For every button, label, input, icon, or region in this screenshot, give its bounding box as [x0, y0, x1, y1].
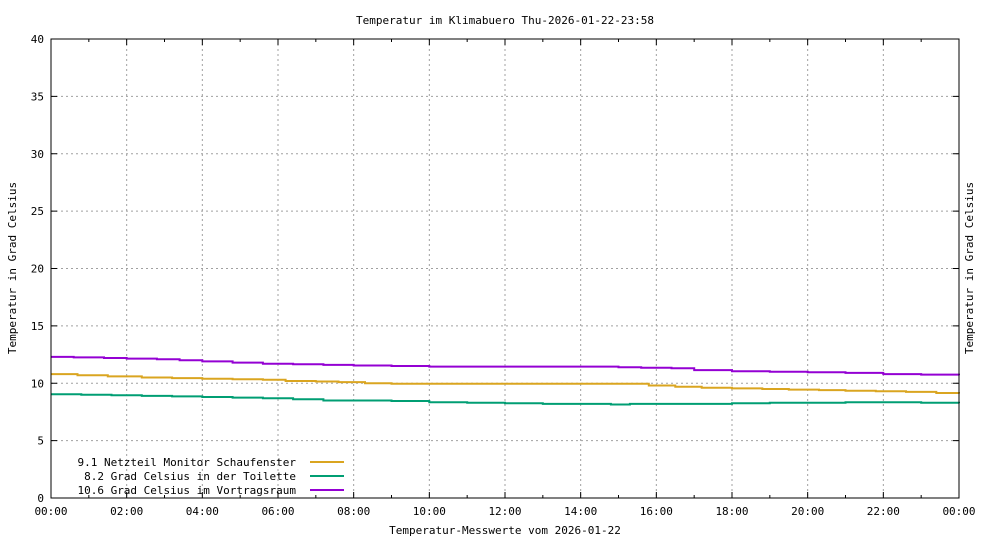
series-layer	[51, 355, 960, 406]
legend-label-1: 9.1 Netzteil Monitor Schaufenster	[77, 456, 296, 469]
x-axis-label: Temperatur-Messwerte vom 2026-01-22	[389, 524, 621, 537]
x-tick-label: 20:00	[791, 505, 824, 518]
x-tick-label: 02:00	[110, 505, 143, 518]
series-line-2	[51, 393, 960, 406]
x-tick-label: 16:00	[640, 505, 673, 518]
chart-title: Temperatur im Klimabuero Thu-2026-01-22-…	[356, 14, 654, 27]
y-tick-label: 40	[31, 33, 44, 46]
y-tick-label: 10	[31, 377, 44, 390]
y-axis-label-right: Temperatur in Grad Celsius	[963, 182, 976, 354]
grid-layer	[51, 39, 959, 498]
x-tick-label: 04:00	[186, 505, 219, 518]
plot-frame	[50, 38, 960, 499]
y-tick-label: 30	[31, 148, 44, 161]
x-tick-label: 00:00	[34, 505, 67, 518]
tick-labels: 0 5 10 15 20 25 30 35 40 00:00 02:00 04:00 06:00 08:0…	[31, 33, 976, 518]
x-tick-label: 08:00	[337, 505, 370, 518]
y-tick-label: 35	[31, 90, 44, 103]
x-tick-label: 12:00	[488, 505, 521, 518]
y-tick-label: 15	[31, 320, 44, 333]
series-line-3	[51, 355, 960, 376]
y-axis-label: Temperatur in Grad Celsius	[6, 182, 19, 354]
x-tick-label: 00:00	[942, 505, 975, 518]
y-tick-label: 25	[31, 205, 44, 218]
x-tick-label: 22:00	[867, 505, 900, 518]
series-line-1	[51, 373, 960, 394]
x-tick-label: 18:00	[715, 505, 748, 518]
y-tick-label: 0	[37, 492, 44, 505]
x-tick-label: 10:00	[413, 505, 446, 518]
legend-label-3: 10.6 Grad Celsius im Vortragsraum	[77, 484, 296, 497]
x-tick-label: 14:00	[564, 505, 597, 518]
y-tick-label: 20	[31, 263, 44, 276]
y-tick-label: 5	[37, 435, 44, 448]
legend-label-2: 8.2 Grad Celsius in der Toilette	[84, 470, 296, 483]
x-tick-label: 06:00	[261, 505, 294, 518]
